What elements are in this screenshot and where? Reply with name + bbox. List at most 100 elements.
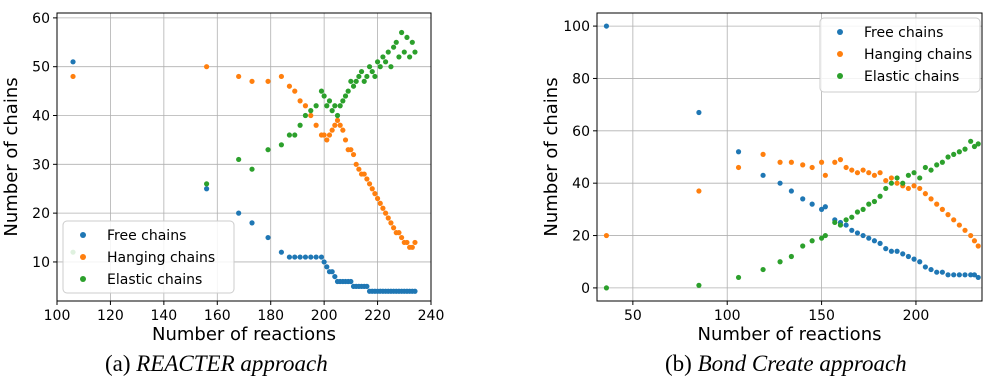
chart-a-point-elastic-chains [377, 64, 383, 70]
chart-b-point-elastic-chains [894, 175, 900, 181]
chart-b-point-free-chains [883, 246, 889, 252]
chart-a-point-hanging-chains [388, 220, 394, 226]
chart-a-point-hanging-chains [321, 132, 327, 138]
chart-b-point-elastic-chains [971, 143, 978, 150]
chart-a-y-tick-label: 20 [32, 206, 50, 222]
chart-b-point-free-chains [822, 204, 828, 210]
chart-a-point-free-chains [265, 234, 271, 241]
chart-a-point-elastic-chains [318, 88, 325, 94]
chart-a-x-tick-label: 160 [204, 308, 231, 324]
chart-a-point-free-chains [348, 278, 354, 285]
chart-b-point-elastic-chains [951, 151, 957, 157]
chart-b-point-free-chains [777, 180, 783, 186]
chart-a-point-hanging-chains [380, 205, 386, 211]
caption-a-label: (a) [105, 351, 131, 376]
chart-b-point-free-chains [928, 266, 934, 273]
chart-a-x-tick-label: 180 [257, 308, 284, 324]
chart-b-point-elastic-chains [945, 154, 951, 160]
chart-b-point-elastic-chains [934, 162, 940, 168]
chart-a-point-hanging-chains [334, 117, 341, 123]
chart-a-point-free-chains [364, 283, 370, 289]
chart-b-point-hanging-chains [877, 170, 883, 176]
chart-a-point-elastic-chains [313, 103, 319, 109]
chart-a-point-hanging-chains [364, 176, 370, 182]
chart-a-point-elastic-chains [265, 147, 271, 153]
chart-a-point-hanging-chains [396, 230, 402, 236]
chart-a-point-hanging-chains [385, 215, 391, 221]
chart-b-point-hanging-chains [822, 172, 828, 178]
chart-a-point-elastic-chains [342, 93, 349, 99]
chart-b-x-axis-label: Number of reactions [698, 324, 882, 345]
chart-b-point-free-chains [760, 172, 766, 178]
chart-b-point-hanging-chains [968, 232, 974, 239]
chart-b-point-hanging-chains [956, 222, 962, 228]
chart-a-point-hanging-chains [366, 181, 373, 187]
chart-b-point-hanging-chains [849, 167, 855, 173]
chart-a-x-tick-label: 120 [97, 308, 124, 324]
chart-b-point-elastic-chains [922, 164, 928, 171]
chart-b-point-free-chains [939, 269, 945, 275]
chart-b-y-tick-label: 60 [572, 124, 590, 140]
chart-a-point-free-chains [292, 254, 298, 260]
chart-a-point-hanging-chains [356, 166, 362, 172]
chart-b-point-free-chains [905, 253, 911, 260]
chart-a-y-tick-label: 50 [32, 60, 50, 76]
chart-b-point-free-chains [975, 274, 981, 281]
chart-a-point-elastic-chains [369, 68, 375, 75]
chart-a-point-hanging-chains [313, 122, 319, 128]
chart-a-point-hanging-chains [332, 122, 338, 128]
chart-b-point-free-chains [877, 240, 883, 246]
chart-a-point-hanging-chains [297, 98, 303, 104]
chart-a-plot-frame [56, 12, 432, 302]
chart-a-point-hanging-chains [308, 112, 314, 119]
chart-a-point-free-chains [412, 288, 418, 294]
chart-a-legend-marker-hanging-chains [80, 254, 86, 260]
chart-b-point-elastic-chains [832, 219, 838, 226]
chart-b-point-free-chains [854, 230, 861, 236]
chart-b-point-elastic-chains [849, 214, 855, 220]
chart-b-x-tick-label: 200 [903, 308, 930, 324]
chart-b-point-elastic-chains [843, 217, 849, 223]
caption-b-name: Bond Create approach [697, 351, 907, 376]
chart-a-point-free-chains [318, 254, 325, 260]
chart-a-point-hanging-chains [377, 200, 383, 206]
chart-a-point-free-chains [249, 220, 255, 226]
chart-b-legend-box [819, 17, 981, 93]
chart-b-point-elastic-chains [866, 201, 872, 207]
chart-a-point-elastic-chains [350, 83, 357, 89]
chart-a-point-hanging-chains [353, 161, 359, 167]
chart-b-point-elastic-chains [800, 243, 806, 249]
chart-b-point-hanging-chains [832, 159, 838, 165]
chart-b-point-hanging-chains [928, 196, 934, 202]
chart-b-y-tick-label: 100 [563, 19, 590, 35]
chart-b-point-hanging-chains [939, 206, 945, 212]
chart-a-y-tick-label: 10 [32, 255, 50, 271]
chart-a-point-hanging-chains [286, 83, 293, 89]
chart-b-point-elastic-chains [860, 206, 866, 212]
chart-b-legend-marker-elastic-chains [837, 73, 843, 79]
chart-a-point-elastic-chains [329, 108, 335, 114]
chart-b-point-hanging-chains [837, 157, 844, 163]
chart-b-point-elastic-chains [962, 146, 968, 152]
chart-a-point-free-chains [324, 264, 330, 270]
chart-a-point-elastic-chains [380, 54, 386, 60]
chart-a-point-hanging-chains [409, 244, 415, 250]
chart-b-point-hanging-chains [922, 191, 928, 197]
chart-a-point-elastic-chains [297, 122, 303, 128]
chart-b-point-free-chains [866, 235, 872, 241]
chart-a-point-elastic-chains [278, 142, 284, 148]
chart-a-point-free-chains [321, 259, 327, 265]
chart-b-point-free-chains [809, 201, 815, 207]
chart-b-point-elastic-chains [956, 149, 962, 155]
chart-a-point-free-chains [329, 269, 335, 275]
chart-a-legend-marker-free-chains [80, 232, 86, 238]
chart-b-point-elastic-chains [900, 180, 906, 186]
chart-b-y-tick-label: 20 [572, 229, 590, 245]
chart-a-point-hanging-chains [350, 151, 357, 158]
chart-b-point-free-chains [911, 256, 917, 262]
chart-a-point-elastic-chains [409, 39, 415, 45]
chart-a-point-elastic-chains [393, 39, 399, 45]
chart-b-point-free-chains [971, 272, 978, 278]
chart-a-x-tick-label: 100 [44, 308, 71, 324]
chart-a-y-tick-label: 30 [32, 157, 50, 173]
